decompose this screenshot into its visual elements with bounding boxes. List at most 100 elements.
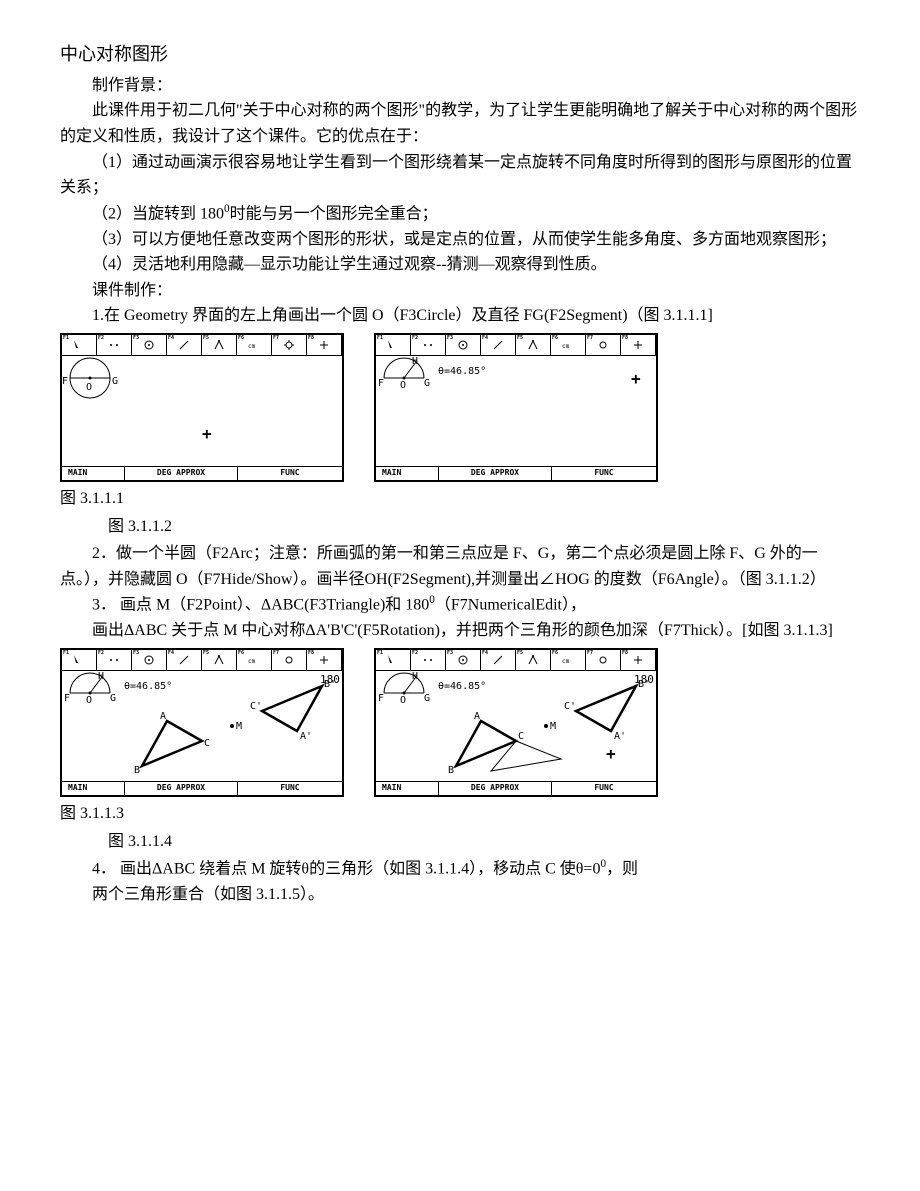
caption-3111: 图 3.1.1.1 bbox=[60, 486, 860, 512]
calc-screen-3112: F1 F2 F3 F4 F5 F6 cm F7 F8 F O G H θ=46.8… bbox=[374, 333, 658, 482]
angle-value: θ=46.85° bbox=[124, 679, 172, 695]
fkey-label: F1 bbox=[377, 649, 383, 657]
fkey-label: F4 bbox=[168, 334, 174, 342]
svg-text:cm: cm bbox=[562, 343, 570, 350]
toolbar-f6[interactable]: F6 cm bbox=[237, 650, 272, 670]
toolbar-f4[interactable]: F4 bbox=[481, 335, 516, 355]
label-O: O bbox=[400, 378, 406, 394]
label-Ap: A' bbox=[614, 729, 626, 745]
toolbar-f7[interactable]: F7 bbox=[272, 335, 307, 355]
step-2: 2．做一个半圆（F2Arc；注意：所画弧的第一和第三点应是 F、G，第二个点必须… bbox=[60, 541, 860, 592]
step-4: 4． 画出ΔABC 绕着点 M 旋转θ的三角形（如图 3.1.1.4），移动点 … bbox=[60, 856, 860, 882]
toolbar-f6[interactable]: F6cm bbox=[551, 650, 586, 670]
status-mode: DEG APPROX bbox=[439, 782, 552, 795]
status-mode: DEG APPROX bbox=[125, 782, 238, 795]
fkey-label: F1 bbox=[377, 334, 383, 342]
fkey-label: F8 bbox=[308, 649, 314, 657]
step-4-prefix: 4． 画出ΔABC 绕着点 M 旋转θ的三角形（如图 3.1.1.4），移动点 … bbox=[92, 860, 600, 877]
toolbar-f4[interactable]: F4 bbox=[167, 650, 202, 670]
toolbar-f3[interactable]: F3 bbox=[132, 335, 167, 355]
fkey-label: F7 bbox=[273, 334, 279, 342]
step-4-suffix: ，则 bbox=[606, 860, 638, 877]
toolbar-f8[interactable]: F8 bbox=[307, 650, 342, 670]
toolbar-f3[interactable]: F3 bbox=[446, 335, 481, 355]
fkey-label: F6 bbox=[552, 334, 558, 342]
canvas-area: F O G H θ=46.85° + bbox=[376, 356, 656, 466]
point-1: （1）通过动画演示很容易地让学生看到一个图形绕着某一定点旋转不同角度时所得到的图… bbox=[60, 150, 860, 201]
cursor-icon: + bbox=[606, 741, 616, 767]
toolbar-f5[interactable]: F5 bbox=[516, 335, 551, 355]
angle-value: θ=46.85° bbox=[438, 679, 486, 695]
calc-toolbar: F1 F2 F3 F4 F5 F6 cm F7 F8 bbox=[62, 650, 342, 671]
section-background-label: 制作背景： bbox=[60, 73, 860, 99]
toolbar-f5[interactable]: F5 bbox=[202, 650, 237, 670]
label-Bp: B' bbox=[638, 677, 650, 693]
status-mode: DEG APPROX bbox=[125, 467, 238, 480]
figure-row-2: F1 F2 F3 F4 F5 F6 cm F7 F8 F O bbox=[60, 648, 860, 797]
fkey-label: F5 bbox=[203, 649, 209, 657]
toolbar-f2[interactable]: F2 bbox=[411, 650, 446, 670]
step-3-suffix: （F7NumericalEdit）， bbox=[435, 597, 586, 614]
toolbar-f2[interactable]: F2 bbox=[97, 335, 132, 355]
toolbar-f4[interactable]: F4 bbox=[167, 335, 202, 355]
fkey-label: F1 bbox=[63, 649, 69, 657]
toolbar-f6[interactable]: F6cm bbox=[237, 335, 272, 355]
toolbar-f1[interactable]: F1 bbox=[62, 335, 97, 355]
status-func: FUNC bbox=[552, 467, 656, 480]
toolbar-f1[interactable]: F1 bbox=[376, 335, 411, 355]
calc-screen-3114: F1 F2 F3 F4 F5 F6cm F7 F8 bbox=[374, 648, 658, 797]
toolbar-f3[interactable]: F3 bbox=[446, 650, 481, 670]
caption-3114: 图 3.1.1.4 bbox=[60, 829, 860, 855]
status-main: MAIN bbox=[376, 467, 439, 480]
cursor-icon: + bbox=[631, 366, 641, 392]
toolbar-f1[interactable]: F1 bbox=[62, 650, 97, 670]
toolbar-f2[interactable]: F2 bbox=[411, 335, 446, 355]
fkey-label: F1 bbox=[63, 334, 69, 342]
toolbar-f5[interactable]: F5 bbox=[202, 335, 237, 355]
fkey-label: F3 bbox=[447, 334, 453, 342]
label-O: O bbox=[400, 693, 406, 709]
caption-3113: 图 3.1.1.3 bbox=[60, 801, 860, 827]
label-B: B bbox=[134, 763, 140, 779]
toolbar-f7[interactable]: F7 bbox=[586, 335, 621, 355]
fkey-label: F7 bbox=[587, 334, 593, 342]
fkey-label: F2 bbox=[98, 334, 104, 342]
point-2-prefix: （2）当旋转到 180 bbox=[92, 205, 224, 222]
label-G: G bbox=[112, 374, 118, 390]
fkey-label: F4 bbox=[482, 334, 488, 342]
calc-screen-3111: F1 F2 F3 F4 F5 F6cm F7 F8 F O G + MAIN D… bbox=[60, 333, 344, 482]
status-bar: MAIN DEG APPROX FUNC bbox=[62, 466, 342, 480]
label-H: H bbox=[412, 669, 418, 685]
toolbar-f3[interactable]: F3 bbox=[132, 650, 167, 670]
label-O: O bbox=[86, 693, 92, 709]
toolbar-f6[interactable]: F6 cm bbox=[551, 335, 586, 355]
toolbar-f8[interactable]: F8 bbox=[307, 335, 342, 355]
toolbar-f7[interactable]: F7 bbox=[272, 650, 307, 670]
fkey-label: F6 bbox=[238, 334, 244, 342]
label-Ap: A' bbox=[300, 729, 312, 745]
label-A: A bbox=[160, 709, 166, 725]
label-F: F bbox=[378, 691, 384, 707]
label-C: C bbox=[518, 729, 524, 745]
fkey-label: F6 bbox=[238, 649, 244, 657]
label-G: G bbox=[424, 376, 430, 392]
toolbar-f7[interactable]: F7 bbox=[586, 650, 621, 670]
svg-text:cm: cm bbox=[248, 658, 256, 665]
fkey-label: F8 bbox=[308, 334, 314, 342]
toolbar-f1[interactable]: F1 bbox=[376, 650, 411, 670]
label-H: H bbox=[98, 669, 104, 685]
toolbar-f8[interactable]: F8 bbox=[621, 650, 656, 670]
status-main: MAIN bbox=[376, 782, 439, 795]
canvas-area: F O G + bbox=[62, 356, 342, 466]
figure-row-1: F1 F2 F3 F4 F5 F6 cm F7 F8 F O G + MAIN D… bbox=[60, 333, 860, 482]
label-C: C bbox=[204, 736, 210, 752]
step-1: 1.在 Geometry 界面的左上角画出一个圆 O（F3Circle）及直径 … bbox=[60, 303, 860, 329]
point-4: （4）灵活地利用隐藏—显示功能让学生通过观察--猜测—观察得到性质。 bbox=[60, 252, 860, 278]
toolbar-f8[interactable]: F8 bbox=[621, 335, 656, 355]
toolbar-f4[interactable]: F4 bbox=[481, 650, 516, 670]
status-func: FUNC bbox=[238, 782, 342, 795]
status-main: MAIN bbox=[62, 467, 125, 480]
toolbar-f2[interactable]: F2 bbox=[97, 650, 132, 670]
label-G: G bbox=[424, 691, 430, 707]
toolbar-f5[interactable]: F5 bbox=[516, 650, 551, 670]
